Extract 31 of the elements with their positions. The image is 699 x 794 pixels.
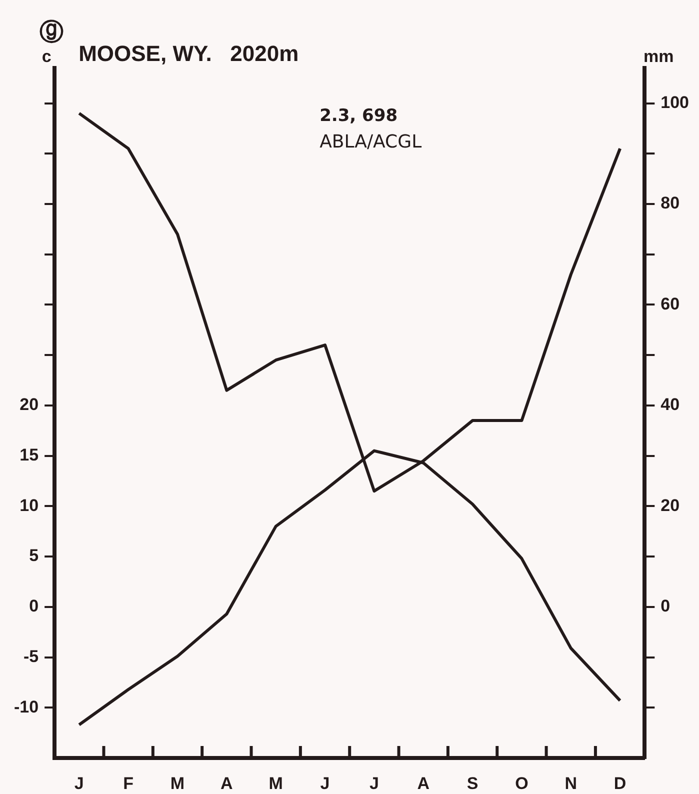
x-tick-label: F — [123, 774, 134, 794]
y-tick-label: 15 — [20, 446, 39, 464]
x-tick-label: M — [268, 774, 283, 794]
y2-tick-label: 40 — [660, 395, 680, 414]
y2-tick-label: 20 — [660, 496, 680, 515]
y-tick-label: 5 — [29, 546, 39, 566]
x-tick-label: A — [417, 774, 430, 794]
x-tick-label: A — [220, 774, 233, 794]
x-tick-label: J — [74, 774, 84, 794]
x-tick-label: O — [515, 774, 528, 794]
text: ⓖ — [40, 18, 64, 46]
chart-title: MOOSE, WY. 2020m — [78, 41, 299, 66]
y2-tick-label: 100 — [660, 92, 690, 112]
y2-tick-label: 0 — [660, 596, 670, 616]
y-tick-label: -10 — [14, 697, 39, 716]
x-tick-label: N — [564, 774, 578, 794]
y-tick-label: -5 — [23, 646, 39, 666]
y-tick-label: 20 — [20, 395, 39, 414]
x-tick-label: J — [320, 774, 330, 794]
y2-tick-label: 80 — [660, 194, 680, 213]
annotation: 2.3, 698 — [320, 106, 398, 126]
y2-axis-title: mm — [644, 47, 674, 66]
y-tick-label: 10 — [20, 496, 39, 515]
x-tick-label: D — [614, 774, 626, 794]
y2-tick-label: 60 — [660, 294, 680, 314]
annotation: ABLA/ACGL — [320, 132, 422, 153]
x-tick-label: S — [466, 774, 478, 794]
x-tick-label: J — [369, 774, 379, 794]
y-tick-label: 0 — [29, 596, 39, 616]
x-tick-label: M — [170, 774, 185, 794]
y-axis-title: c — [42, 47, 52, 66]
